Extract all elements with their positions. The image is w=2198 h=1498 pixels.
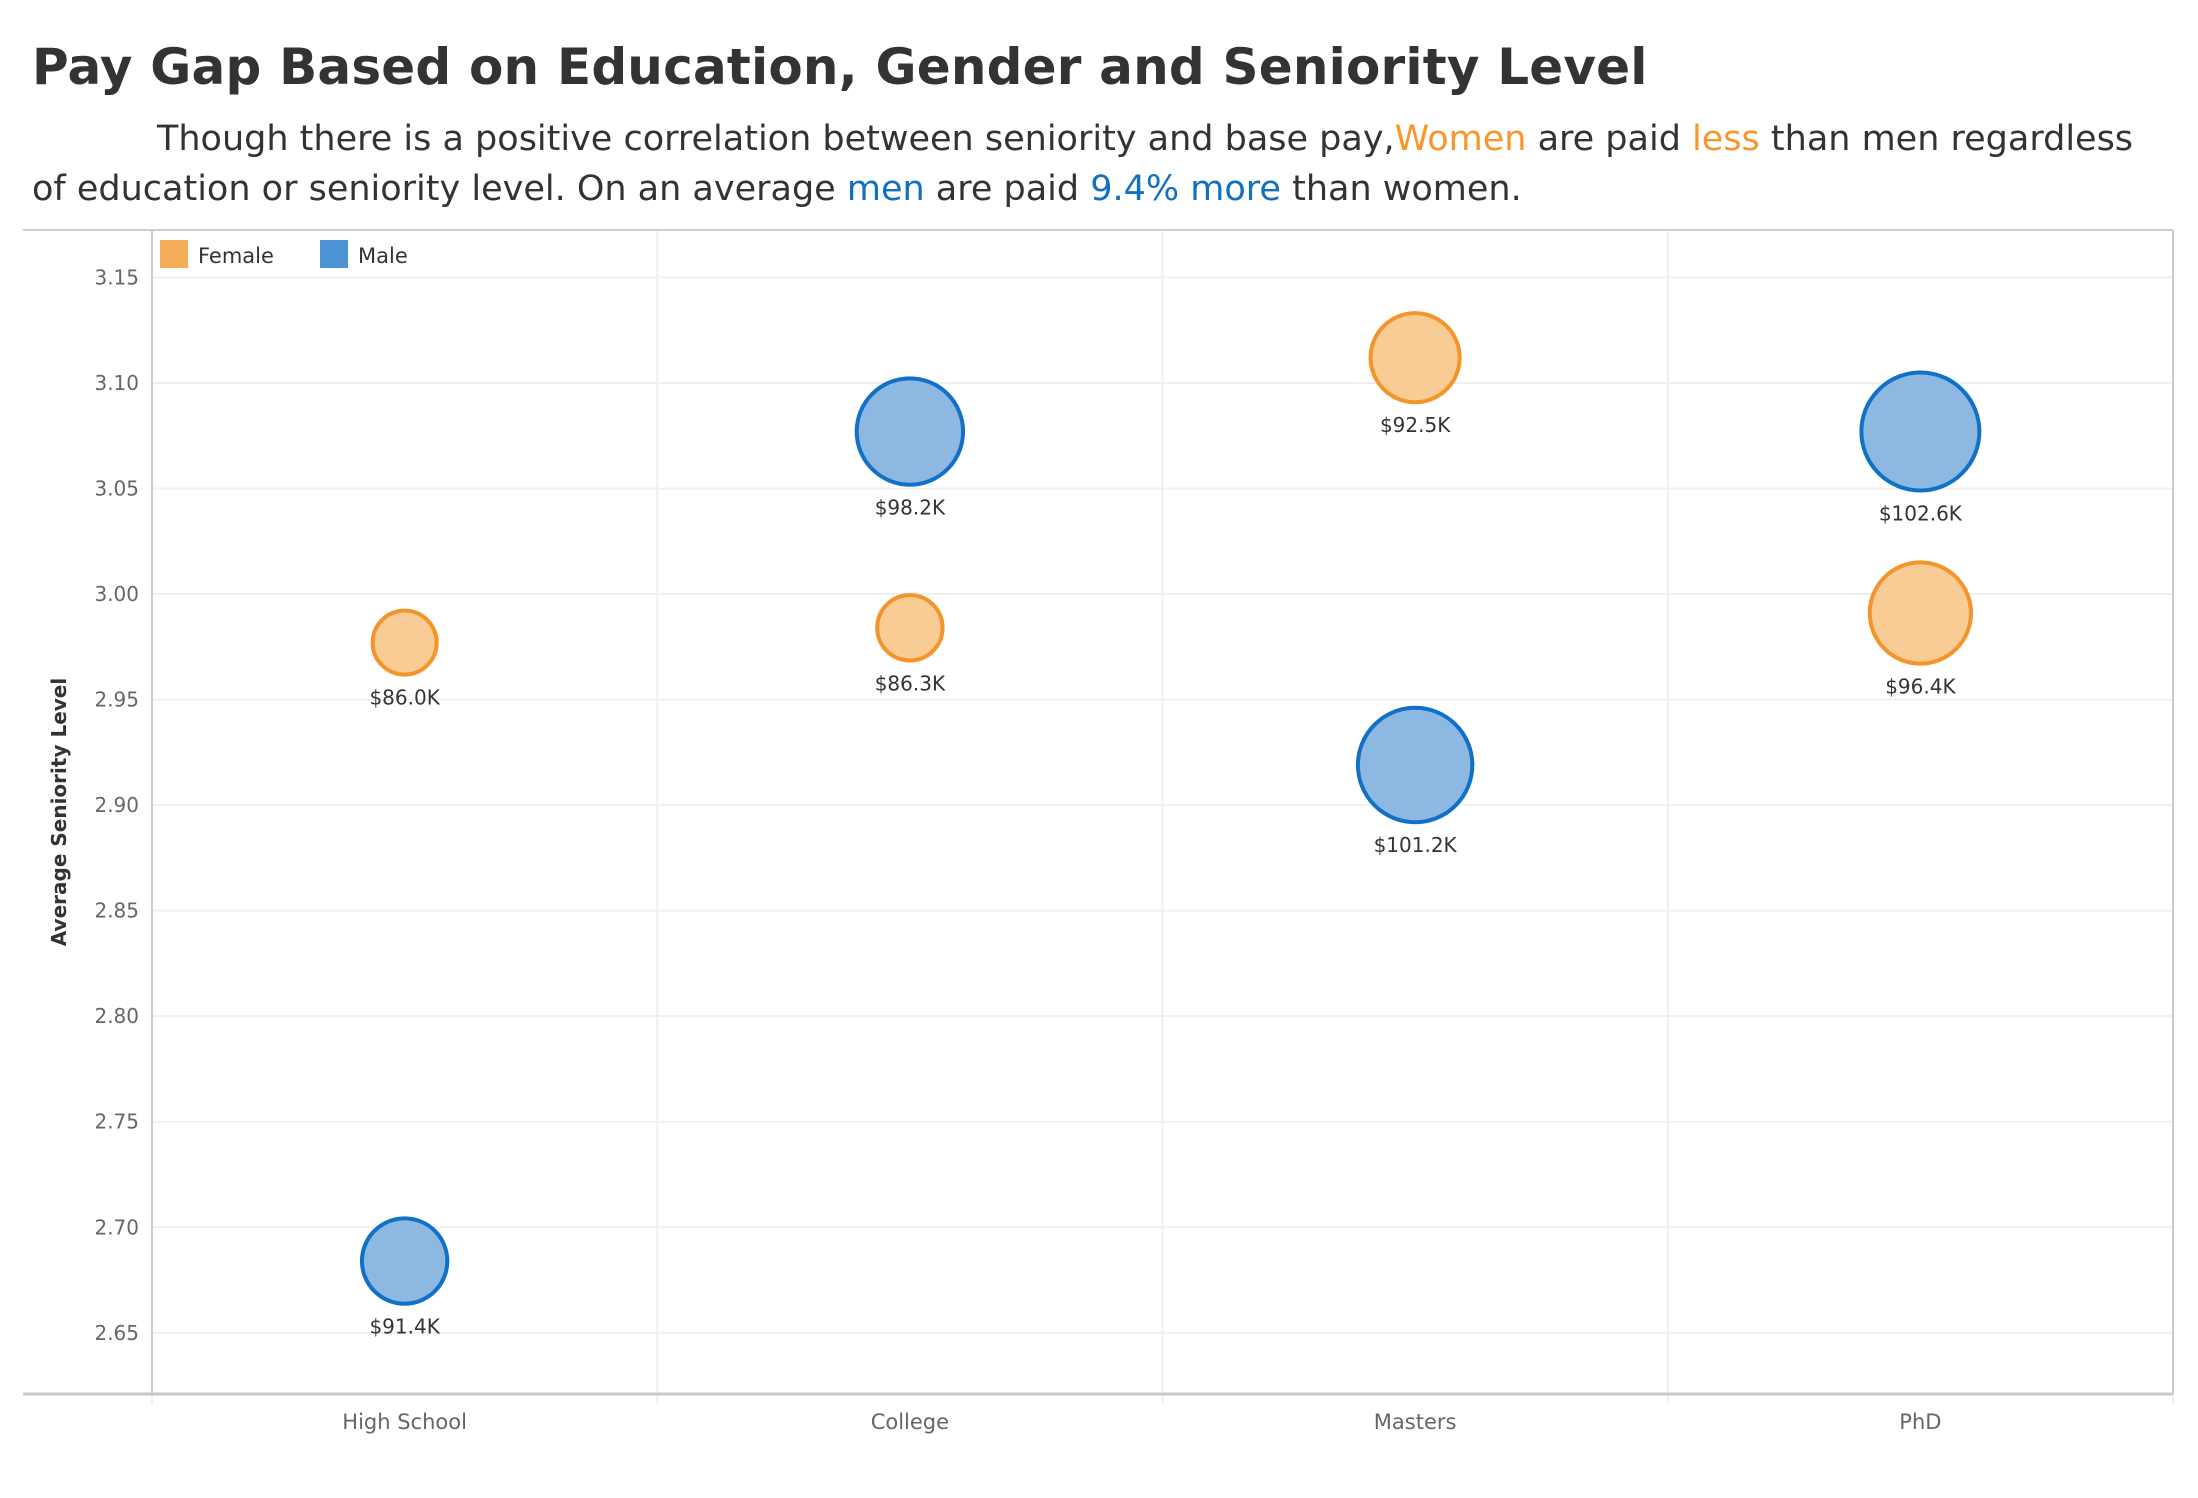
subtitle-highlight-percent: 9.4% more (1090, 169, 1281, 209)
data-label-female: $86.3K (875, 671, 946, 695)
subtitle-part: are paid (1526, 119, 1693, 159)
y-tick-label: 2.95 (94, 688, 139, 712)
subtitle-highlight-women: Women (1394, 119, 1527, 159)
data-label-male: $101.2K (1374, 833, 1458, 857)
x-axis-categories: High School College Masters PhD (342, 1410, 1941, 1434)
y-axis-ticks: 2.65 2.70 2.75 2.80 2.85 2.90 2.95 3.00 3.05 3.10… (94, 265, 139, 1344)
subtitle-highlight-less: less (1692, 119, 1760, 159)
legend: Female Male (160, 240, 408, 268)
y-tick-label: 2.75 (94, 1110, 139, 1134)
bubble-male[interactable] (359, 1216, 450, 1306)
subtitle-part: than men regardless of education or seni… (32, 119, 2134, 209)
y-tick-label: 2.65 (94, 1321, 139, 1345)
bubble-female[interactable] (875, 593, 945, 663)
subtitle-part: are paid (924, 169, 1091, 209)
x-category-label: Masters (1374, 1410, 1457, 1434)
subtitle-part: than women. (1280, 169, 1522, 209)
y-tick-label: 3.05 (94, 477, 139, 501)
data-label-female: $96.4K (1885, 675, 1956, 699)
y-tick-label: 2.85 (94, 899, 139, 923)
data-label-female: $86.0K (369, 686, 440, 710)
bubbles (359, 311, 1982, 1306)
bubble-male[interactable] (1859, 370, 1982, 493)
data-label-female: $92.5K (1380, 413, 1451, 437)
x-category-label: College (871, 1410, 949, 1434)
x-category-label: PhD (1899, 1410, 1941, 1434)
bubble-female[interactable] (370, 608, 439, 677)
gridlines (151, 231, 2174, 1404)
bubble-female[interactable] (1368, 311, 1462, 405)
y-tick-label: 3.15 (94, 265, 139, 289)
legend-label-female[interactable]: Female (198, 244, 274, 268)
data-label-male: $91.4K (369, 1315, 440, 1339)
bubble-male[interactable] (854, 376, 966, 487)
y-tick-label: 2.70 (94, 1215, 139, 1239)
chart-frame (23, 229, 2174, 1396)
x-category-label: High School (342, 1410, 467, 1434)
chart-title: Pay Gap Based on Education, Gender and S… (32, 38, 1648, 96)
chart-subtitle: Though there is a positive correlation b… (32, 114, 2172, 214)
data-labels: $86.0K $86.3K $92.5K $96.4K $91.4K $98.2K $101… (369, 413, 1962, 1339)
legend-swatch-male[interactable] (320, 240, 348, 268)
data-label-male: $98.2K (875, 496, 946, 520)
legend-label-male[interactable]: Male (358, 244, 408, 268)
bubble-male[interactable] (1355, 705, 1475, 825)
y-tick-label: 3.00 (94, 582, 139, 606)
bubble-female[interactable] (1867, 560, 1974, 666)
legend-swatch-female[interactable] (160, 240, 188, 268)
subtitle-highlight-men: men (846, 169, 925, 209)
data-label-male: $102.6K (1879, 502, 1963, 526)
subtitle-part: Though there is a positive correlation b… (157, 119, 1395, 159)
y-axis-title: Average Seniority Level (47, 678, 71, 946)
y-tick-label: 2.90 (94, 793, 139, 817)
y-tick-label: 2.80 (94, 1004, 139, 1028)
y-tick-label: 3.10 (94, 371, 139, 395)
